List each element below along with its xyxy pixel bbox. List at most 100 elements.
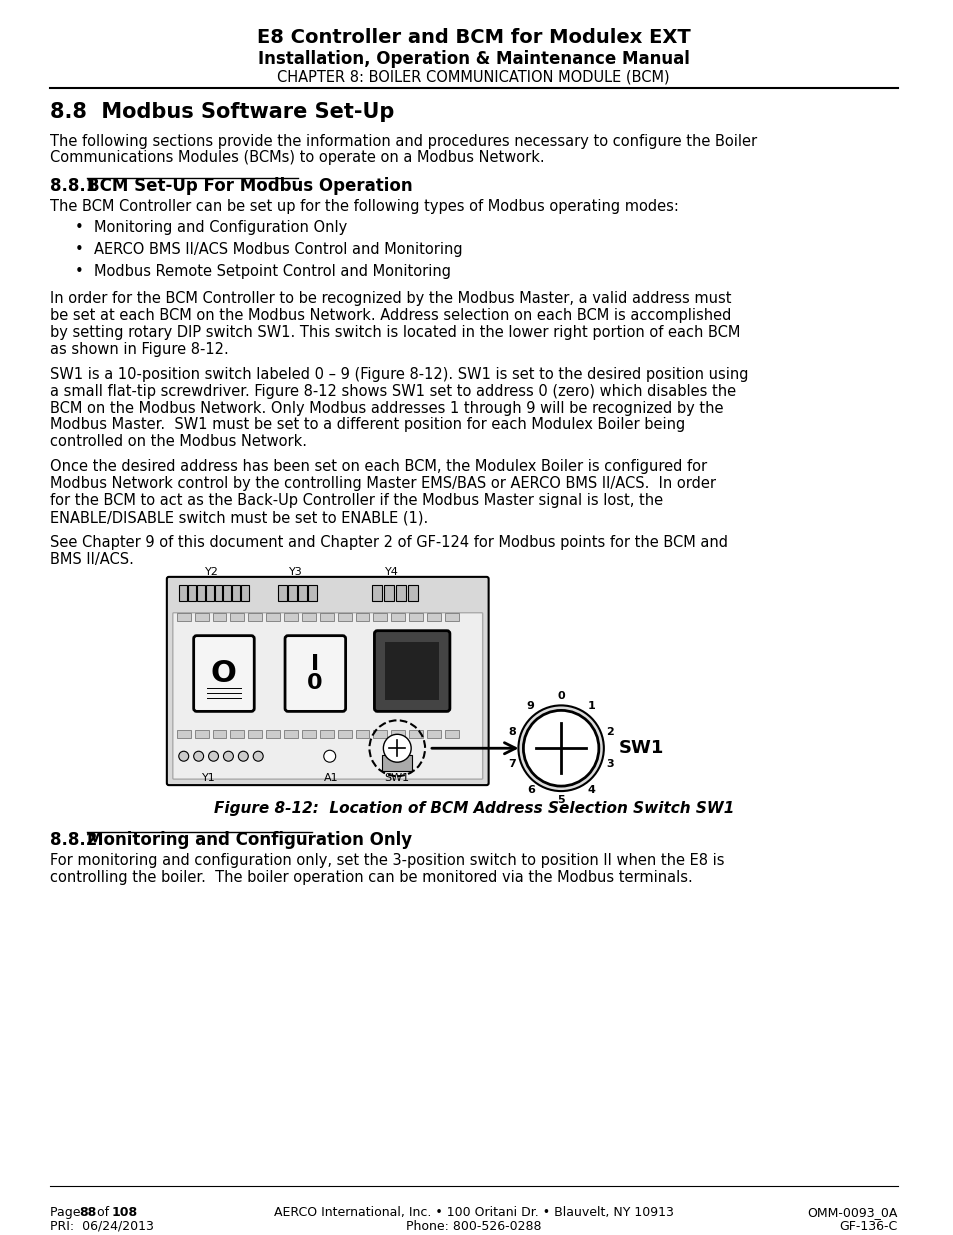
Bar <box>337 613 352 621</box>
Text: 9: 9 <box>526 701 535 711</box>
Bar <box>248 613 262 621</box>
Bar <box>297 585 307 600</box>
Text: 7: 7 <box>508 760 516 769</box>
Text: OMM-0093_0A: OMM-0093_0A <box>806 1205 897 1219</box>
Text: Installation, Operation & Maintenance Manual: Installation, Operation & Maintenance Ma… <box>257 49 689 68</box>
Bar <box>408 585 417 600</box>
Bar <box>444 613 458 621</box>
Bar <box>427 613 440 621</box>
Bar <box>266 730 280 739</box>
FancyBboxPatch shape <box>193 636 254 711</box>
Text: Page: Page <box>50 1205 84 1219</box>
Text: •: • <box>74 264 83 279</box>
Bar <box>266 613 280 621</box>
Text: Y4: Y4 <box>385 567 398 577</box>
Text: Monitoring and Configuration Only: Monitoring and Configuration Only <box>94 220 347 235</box>
Circle shape <box>517 705 603 792</box>
Bar <box>395 585 406 600</box>
Bar <box>355 613 369 621</box>
Text: See Chapter 9 of this document and Chapter 2 of GF-124 for Modbus points for the: See Chapter 9 of this document and Chapt… <box>50 535 727 550</box>
Text: Monitoring and Configuration Only: Monitoring and Configuration Only <box>88 831 412 848</box>
Bar <box>385 642 438 700</box>
Text: The BCM Controller can be set up for the following types of Modbus operating mod: The BCM Controller can be set up for the… <box>50 199 678 214</box>
Bar <box>194 613 209 621</box>
Text: 2: 2 <box>606 727 614 737</box>
Bar <box>384 585 394 600</box>
Bar <box>233 585 240 600</box>
Bar <box>319 613 334 621</box>
Circle shape <box>253 751 263 761</box>
FancyBboxPatch shape <box>374 631 450 711</box>
Text: A1: A1 <box>323 773 337 783</box>
Text: I: I <box>311 653 318 673</box>
Text: BCM Set-Up For Modbus Operation: BCM Set-Up For Modbus Operation <box>88 178 413 195</box>
Text: ENABLE/DISABLE switch must be set to ENABLE (1).: ENABLE/DISABLE switch must be set to ENA… <box>50 510 428 525</box>
Bar <box>409 613 422 621</box>
FancyBboxPatch shape <box>285 636 345 711</box>
Text: 108: 108 <box>112 1205 137 1219</box>
Text: Modbus Remote Setpoint Control and Monitoring: Modbus Remote Setpoint Control and Monit… <box>94 264 451 279</box>
Text: CHAPTER 8: BOILER COMMUNICATION MODULE (BCM): CHAPTER 8: BOILER COMMUNICATION MODULE (… <box>277 69 669 85</box>
Bar <box>382 756 412 771</box>
Circle shape <box>383 735 411 762</box>
Text: 8.8.1: 8.8.1 <box>50 178 103 195</box>
Text: 0: 0 <box>557 692 564 701</box>
Bar <box>196 585 204 600</box>
Text: Y2: Y2 <box>204 567 218 577</box>
Text: For monitoring and configuration only, set the 3-position switch to position II : For monitoring and configuration only, s… <box>50 853 723 868</box>
Text: AERCO International, Inc. • 100 Oritani Dr. • Blauvelt, NY 10913: AERCO International, Inc. • 100 Oritani … <box>274 1205 673 1219</box>
Text: BCM on the Modbus Network. Only Modbus addresses 1 through 9 will be recognized : BCM on the Modbus Network. Only Modbus a… <box>50 400 722 415</box>
Bar <box>288 585 296 600</box>
Text: BMS II/ACS.: BMS II/ACS. <box>50 552 133 567</box>
Bar <box>176 613 191 621</box>
Text: be set at each BCM on the Modbus Network. Address selection on each BCM is accom: be set at each BCM on the Modbus Network… <box>50 308 730 322</box>
Bar <box>427 730 440 739</box>
Bar <box>223 585 232 600</box>
Circle shape <box>238 751 248 761</box>
Bar <box>373 730 387 739</box>
FancyBboxPatch shape <box>172 613 482 779</box>
FancyBboxPatch shape <box>167 577 488 785</box>
Bar <box>444 730 458 739</box>
Text: Modbus Network control by the controlling Master EMS/BAS or AERCO BMS II/ACS.  I: Modbus Network control by the controllin… <box>50 477 715 492</box>
Text: O: O <box>211 659 236 688</box>
Bar <box>188 585 195 600</box>
Bar <box>214 585 222 600</box>
Text: •: • <box>74 242 83 257</box>
Text: 3: 3 <box>606 760 614 769</box>
Text: 0: 0 <box>307 673 322 694</box>
Bar <box>308 585 316 600</box>
Bar <box>176 730 191 739</box>
Text: •: • <box>74 220 83 235</box>
Text: Once the desired address has been set on each BCM, the Modulex Boiler is configu: Once the desired address has been set on… <box>50 459 706 474</box>
Text: Figure 8-12:  Location of BCM Address Selection Switch SW1: Figure 8-12: Location of BCM Address Sel… <box>213 802 733 816</box>
Text: SW1: SW1 <box>618 740 663 757</box>
Text: The following sections provide the information and procedures necessary to confi: The following sections provide the infor… <box>50 133 756 148</box>
Bar <box>301 613 315 621</box>
Bar <box>372 585 382 600</box>
Text: AERCO BMS II/ACS Modbus Control and Monitoring: AERCO BMS II/ACS Modbus Control and Moni… <box>94 242 462 257</box>
Bar <box>231 730 244 739</box>
Text: controlled on the Modbus Network.: controlled on the Modbus Network. <box>50 435 306 450</box>
Bar <box>409 730 422 739</box>
Bar <box>178 585 187 600</box>
Text: Modbus Master.  SW1 must be set to a different position for each Modulex Boiler : Modbus Master. SW1 must be set to a diff… <box>50 417 684 432</box>
Bar <box>213 613 226 621</box>
Bar <box>213 730 226 739</box>
Text: Y3: Y3 <box>289 567 302 577</box>
Bar <box>241 585 249 600</box>
Bar <box>391 730 405 739</box>
Text: Y1: Y1 <box>201 773 215 783</box>
Text: controlling the boiler.  The boiler operation can be monitored via the Modbus te: controlling the boiler. The boiler opera… <box>50 869 692 884</box>
Text: of: of <box>93 1205 113 1219</box>
Circle shape <box>223 751 233 761</box>
Text: for the BCM to act as the Back-Up Controller if the Modbus Master signal is lost: for the BCM to act as the Back-Up Contro… <box>50 493 662 508</box>
Bar <box>284 730 297 739</box>
Bar <box>248 730 262 739</box>
Text: 4: 4 <box>587 785 595 795</box>
Text: as shown in Figure 8-12.: as shown in Figure 8-12. <box>50 342 228 357</box>
Bar <box>301 730 315 739</box>
Text: 5: 5 <box>557 795 564 805</box>
Bar <box>284 613 297 621</box>
Text: Phone: 800-526-0288: Phone: 800-526-0288 <box>406 1219 541 1233</box>
